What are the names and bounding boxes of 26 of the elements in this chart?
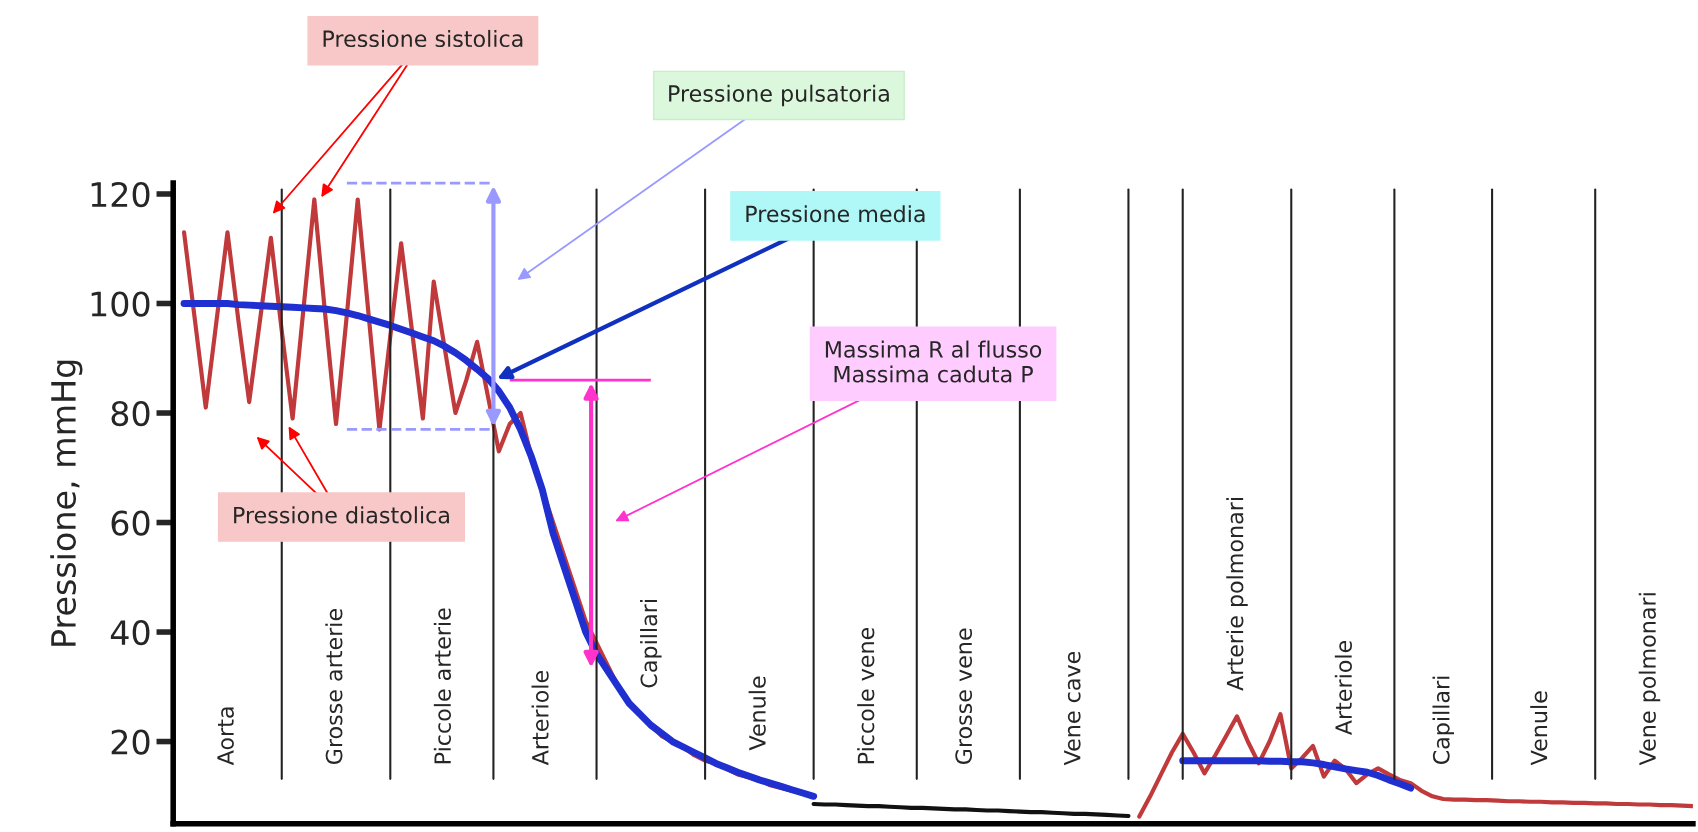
- x-tick-label: Arteriole: [1334, 640, 1352, 736]
- y-tick-label: 100: [91, 291, 150, 317]
- y-tick-label: 40: [110, 619, 150, 646]
- x-tick-label: Piccole vene: [857, 627, 875, 764]
- annotation: Massima R al flusso Massima caduta P: [825, 340, 1042, 383]
- x-tick-label: Vene cave: [1064, 651, 1081, 766]
- y-tick-label: 80: [111, 400, 150, 427]
- x-tick-label: Venule: [1530, 691, 1548, 766]
- x-tick-label: Grosse arterie: [325, 609, 343, 765]
- x-tick-label: Vene polmonari: [1638, 593, 1661, 766]
- text: Pressione sistolica: [323, 29, 523, 48]
- text: Pressione pulsatoria: [669, 84, 889, 107]
- x-tick-label: Arteriole: [531, 671, 549, 766]
- x-tick-label: Aorta: [217, 707, 234, 766]
- x-tick-label: Grosse vene: [955, 628, 973, 765]
- x-tick-label: Capillari: [1432, 676, 1454, 765]
- x-tick-label: Venule: [748, 676, 766, 751]
- y-tick-label: 120: [91, 181, 150, 208]
- x-tick-label: Capillari: [640, 600, 662, 688]
- y-tick-label: 20: [111, 729, 150, 755]
- x-tick-label: Piccole arterie: [433, 608, 452, 764]
- x-tick-label: Arterie polmonari: [1226, 498, 1248, 691]
- y-axis-title: Pressione, mmHg: [50, 360, 83, 646]
- y-tick-label: 60: [111, 510, 150, 536]
- annotation: Pressione diastolica: [234, 506, 449, 524]
- annotation: Pressione media: [746, 205, 925, 223]
